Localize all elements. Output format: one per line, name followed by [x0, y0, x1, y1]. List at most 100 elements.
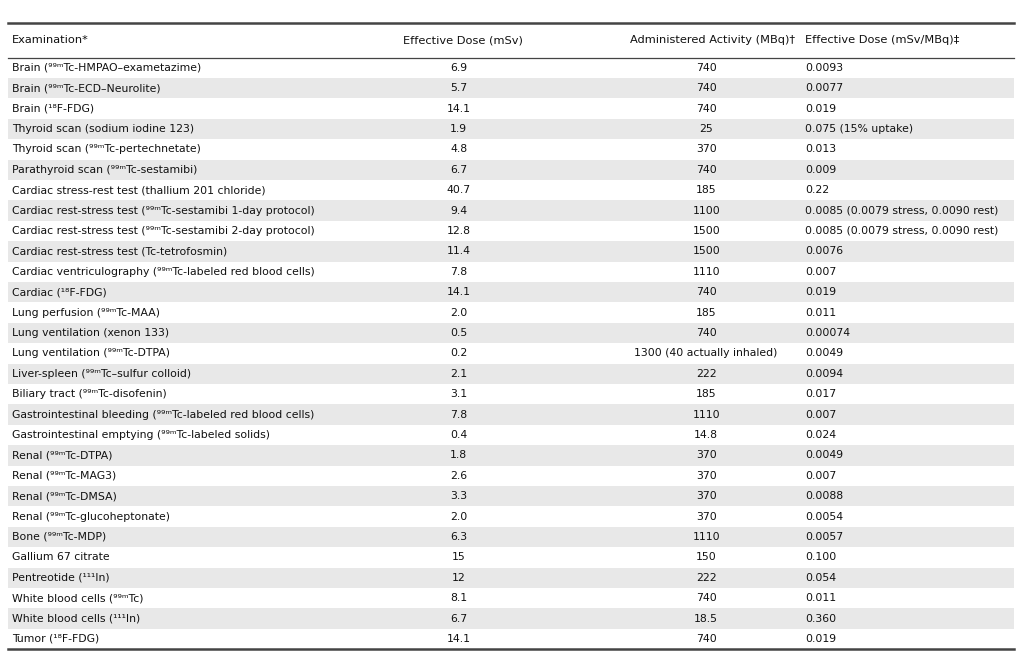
Text: 0.013: 0.013 [805, 144, 837, 154]
Text: Examination*: Examination* [12, 35, 89, 46]
Text: 1110: 1110 [692, 532, 720, 542]
Text: 0.22: 0.22 [805, 185, 829, 195]
Bar [8, 506, 1014, 527]
Text: Renal (⁹⁹ᵐTc-MAG3): Renal (⁹⁹ᵐTc-MAG3) [12, 471, 116, 481]
Text: 740: 740 [696, 63, 716, 73]
Text: Effective Dose (mSv): Effective Dose (mSv) [403, 35, 523, 46]
Bar [8, 78, 1014, 98]
Text: Gastrointestinal emptying (⁹⁹ᵐTc-labeled solids): Gastrointestinal emptying (⁹⁹ᵐTc-labeled… [12, 430, 270, 440]
Text: Thyroid scan (sodium iodine 123): Thyroid scan (sodium iodine 123) [12, 124, 195, 134]
Text: 740: 740 [696, 328, 716, 338]
Text: Cardiac ventriculography (⁹⁹ᵐTc-labeled red blood cells): Cardiac ventriculography (⁹⁹ᵐTc-labeled … [12, 266, 315, 277]
Text: 1500: 1500 [692, 226, 720, 236]
Text: 0.0076: 0.0076 [805, 247, 843, 256]
Text: 1500: 1500 [692, 247, 720, 256]
Text: 18.5: 18.5 [694, 613, 718, 623]
Text: 185: 185 [696, 389, 716, 399]
Text: 25: 25 [699, 124, 713, 134]
Text: 0.019: 0.019 [805, 287, 837, 297]
Text: Brain (⁹⁹ᵐTc-ECD–Neurolite): Brain (⁹⁹ᵐTc-ECD–Neurolite) [12, 83, 161, 93]
Text: 0.100: 0.100 [805, 553, 837, 563]
Text: Cardiac rest-stress test (⁹⁹ᵐTc-sestamibi 1-day protocol): Cardiac rest-stress test (⁹⁹ᵐTc-sestamib… [12, 206, 315, 215]
Text: 740: 740 [696, 165, 716, 175]
Text: 1.9: 1.9 [450, 124, 467, 134]
Text: 0.2: 0.2 [450, 348, 467, 358]
Text: Cardiac rest-stress test (⁹⁹ᵐTc-sestamibi 2-day protocol): Cardiac rest-stress test (⁹⁹ᵐTc-sestamib… [12, 226, 315, 236]
Bar [8, 282, 1014, 302]
Text: 0.019: 0.019 [805, 104, 837, 114]
Text: 1300 (40 actually inhaled): 1300 (40 actually inhaled) [635, 348, 777, 358]
Bar [8, 139, 1014, 159]
Text: Cardiac rest-stress test (Tc-tetrofosmin): Cardiac rest-stress test (Tc-tetrofosmin… [12, 247, 227, 256]
Text: Bone (⁹⁹ᵐTc-MDP): Bone (⁹⁹ᵐTc-MDP) [12, 532, 106, 542]
Text: 740: 740 [696, 593, 716, 603]
Bar [8, 568, 1014, 588]
Text: 0.007: 0.007 [805, 410, 837, 420]
Text: 14.1: 14.1 [446, 104, 471, 114]
Text: 222: 222 [696, 369, 716, 379]
Bar [8, 343, 1014, 364]
Text: Tumor (¹⁸F-FDG): Tumor (¹⁸F-FDG) [12, 634, 100, 644]
Text: 1100: 1100 [692, 206, 720, 215]
Text: 740: 740 [696, 83, 716, 93]
Text: Gallium 67 citrate: Gallium 67 citrate [12, 553, 110, 563]
Text: 0.075 (15% uptake): 0.075 (15% uptake) [805, 124, 913, 134]
Text: 14.8: 14.8 [694, 430, 718, 440]
Text: Renal (⁹⁹ᵐTc-DMSA): Renal (⁹⁹ᵐTc-DMSA) [12, 491, 117, 501]
Bar [8, 425, 1014, 445]
Text: 14.1: 14.1 [446, 287, 471, 297]
Text: 0.0088: 0.0088 [805, 491, 843, 501]
Text: 0.00074: 0.00074 [805, 328, 850, 338]
Text: 6.7: 6.7 [450, 613, 467, 623]
Text: 185: 185 [696, 185, 716, 195]
Text: 0.0093: 0.0093 [805, 63, 843, 73]
Text: 150: 150 [696, 553, 716, 563]
Text: 0.360: 0.360 [805, 613, 837, 623]
Text: 1.8: 1.8 [450, 450, 467, 460]
Bar [8, 58, 1014, 78]
Text: 8.1: 8.1 [450, 593, 467, 603]
Text: 15: 15 [451, 553, 466, 563]
Text: 185: 185 [696, 307, 716, 317]
Text: 370: 370 [696, 144, 716, 154]
Text: 0.0085 (0.0079 stress, 0.0090 rest): 0.0085 (0.0079 stress, 0.0090 rest) [805, 226, 999, 236]
Text: 4.8: 4.8 [450, 144, 467, 154]
Text: Lung ventilation (xenon 133): Lung ventilation (xenon 133) [12, 328, 169, 338]
Bar [8, 180, 1014, 200]
Bar [8, 629, 1014, 649]
Bar [8, 445, 1014, 465]
Text: 370: 370 [696, 512, 716, 522]
Text: Brain (⁹⁹ᵐTc-HMPAO–exametazime): Brain (⁹⁹ᵐTc-HMPAO–exametazime) [12, 63, 202, 73]
Text: White blood cells (¹¹¹In): White blood cells (¹¹¹In) [12, 613, 141, 623]
Bar [8, 323, 1014, 343]
Text: 3.3: 3.3 [450, 491, 467, 501]
Text: 0.019: 0.019 [805, 634, 837, 644]
Bar [8, 527, 1014, 547]
Text: 0.007: 0.007 [805, 471, 837, 481]
Bar [8, 200, 1014, 221]
Text: 0.0077: 0.0077 [805, 83, 843, 93]
Bar [8, 547, 1014, 568]
Bar [8, 588, 1014, 608]
Text: Administered Activity (MBq)†: Administered Activity (MBq)† [630, 35, 795, 46]
Text: Parathyroid scan (⁹⁹ᵐTc-sestamibi): Parathyroid scan (⁹⁹ᵐTc-sestamibi) [12, 165, 198, 175]
Text: Liver-spleen (⁹⁹ᵐTc–sulfur colloid): Liver-spleen (⁹⁹ᵐTc–sulfur colloid) [12, 369, 192, 379]
Text: Lung ventilation (⁹⁹ᵐTc-DTPA): Lung ventilation (⁹⁹ᵐTc-DTPA) [12, 348, 170, 358]
Text: Gastrointestinal bleeding (⁹⁹ᵐTc-labeled red blood cells): Gastrointestinal bleeding (⁹⁹ᵐTc-labeled… [12, 410, 315, 420]
Text: 0.0085 (0.0079 stress, 0.0090 rest): 0.0085 (0.0079 stress, 0.0090 rest) [805, 206, 999, 215]
Text: 2.0: 2.0 [450, 512, 467, 522]
Text: 0.009: 0.009 [805, 165, 837, 175]
Text: 9.4: 9.4 [450, 206, 467, 215]
Text: 0.4: 0.4 [450, 430, 467, 440]
Bar [8, 241, 1014, 262]
Bar [8, 384, 1014, 405]
Text: 0.054: 0.054 [805, 572, 837, 583]
Text: 370: 370 [696, 491, 716, 501]
Text: 1110: 1110 [692, 410, 720, 420]
Text: Renal (⁹⁹ᵐTc-DTPA): Renal (⁹⁹ᵐTc-DTPA) [12, 450, 113, 460]
Bar [8, 364, 1014, 384]
Text: 0.011: 0.011 [805, 593, 837, 603]
Text: 0.0057: 0.0057 [805, 532, 843, 542]
Bar [8, 119, 1014, 139]
Text: 222: 222 [696, 572, 716, 583]
